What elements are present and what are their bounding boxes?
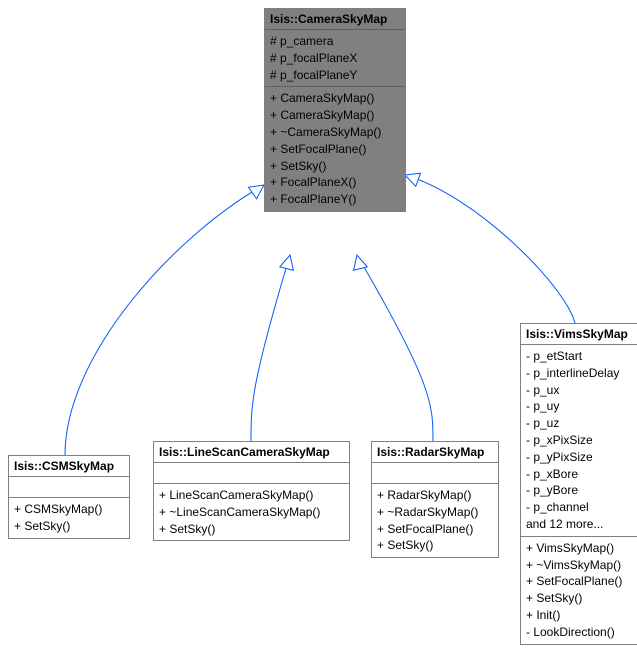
member: and 12 more... [526,516,634,533]
methods-section: + VimsSkyMap()+ ~VimsSkyMap()+ SetFocalP… [521,537,637,644]
member: + SetSky() [159,521,344,538]
attributes-section [154,463,349,484]
member: - p_uz [526,415,634,432]
class-vims-sky-map: Isis::VimsSkyMap - p_etStart- p_interlin… [520,323,637,645]
member: - LookDirection() [526,624,634,641]
member: + FocalPlaneX() [270,174,400,191]
member: + SetSky() [14,518,124,535]
class-csm-sky-map: Isis::CSMSkyMap + CSMSkyMap()+ SetSky() [8,455,130,539]
member: + ~LineScanCameraSkyMap() [159,504,344,521]
member: - p_xBore [526,466,634,483]
methods-section: + LineScanCameraSkyMap()+ ~LineScanCamer… [154,484,349,540]
member: - p_xPixSize [526,432,634,449]
attributes-section [9,477,129,498]
member: - p_etStart [526,348,634,365]
member: - p_interlineDelay [526,365,634,382]
member: # p_focalPlaneX [270,50,400,67]
member: + FocalPlaneY() [270,191,400,208]
member: + SetFocalPlane() [270,141,400,158]
methods-section: + RadarSkyMap()+ ~RadarSkyMap()+ SetFoca… [372,484,498,557]
attributes-section [372,463,498,484]
member: + ~RadarSkyMap() [377,504,493,521]
member: + Init() [526,607,634,624]
member: + SetFocalPlane() [526,573,634,590]
member: + SetFocalPlane() [377,521,493,538]
member: - p_uy [526,398,634,415]
member: - p_channel [526,499,634,516]
class-title: Isis::RadarSkyMap [372,442,498,463]
member: + SetSky() [270,158,400,175]
class-title: Isis::VimsSkyMap [521,324,637,345]
attributes-section: - p_etStart- p_interlineDelay- p_ux- p_u… [521,345,637,537]
member: - p_yBore [526,482,634,499]
class-title: Isis::CSMSkyMap [9,456,129,477]
class-title: Isis::LineScanCameraSkyMap [154,442,349,463]
class-camera-sky-map: Isis::CameraSkyMap # p_camera# p_focalPl… [264,8,406,212]
member: - p_yPixSize [526,449,634,466]
attributes-section: # p_camera# p_focalPlaneX# p_focalPlaneY [265,30,405,87]
member: + CameraSkyMap() [270,90,400,107]
member: + CameraSkyMap() [270,107,400,124]
class-radar-sky-map: Isis::RadarSkyMap + RadarSkyMap()+ ~Rada… [371,441,499,558]
class-title: Isis::CameraSkyMap [265,9,405,30]
methods-section: + CameraSkyMap()+ CameraSkyMap()+ ~Camer… [265,87,405,211]
member: + LineScanCameraSkyMap() [159,487,344,504]
methods-section: + CSMSkyMap()+ SetSky() [9,498,129,538]
member: + SetSky() [526,590,634,607]
member: # p_focalPlaneY [270,67,400,84]
member: + ~VimsSkyMap() [526,557,634,574]
uml-diagram: Isis::CameraSkyMap # p_camera# p_focalPl… [5,5,637,654]
member: + CSMSkyMap() [14,501,124,518]
member: + SetSky() [377,537,493,554]
member: + ~CameraSkyMap() [270,124,400,141]
member: + RadarSkyMap() [377,487,493,504]
member: - p_ux [526,382,634,399]
member: # p_camera [270,33,400,50]
member: + VimsSkyMap() [526,540,634,557]
class-linescan-camera-sky-map: Isis::LineScanCameraSkyMap + LineScanCam… [153,441,350,541]
